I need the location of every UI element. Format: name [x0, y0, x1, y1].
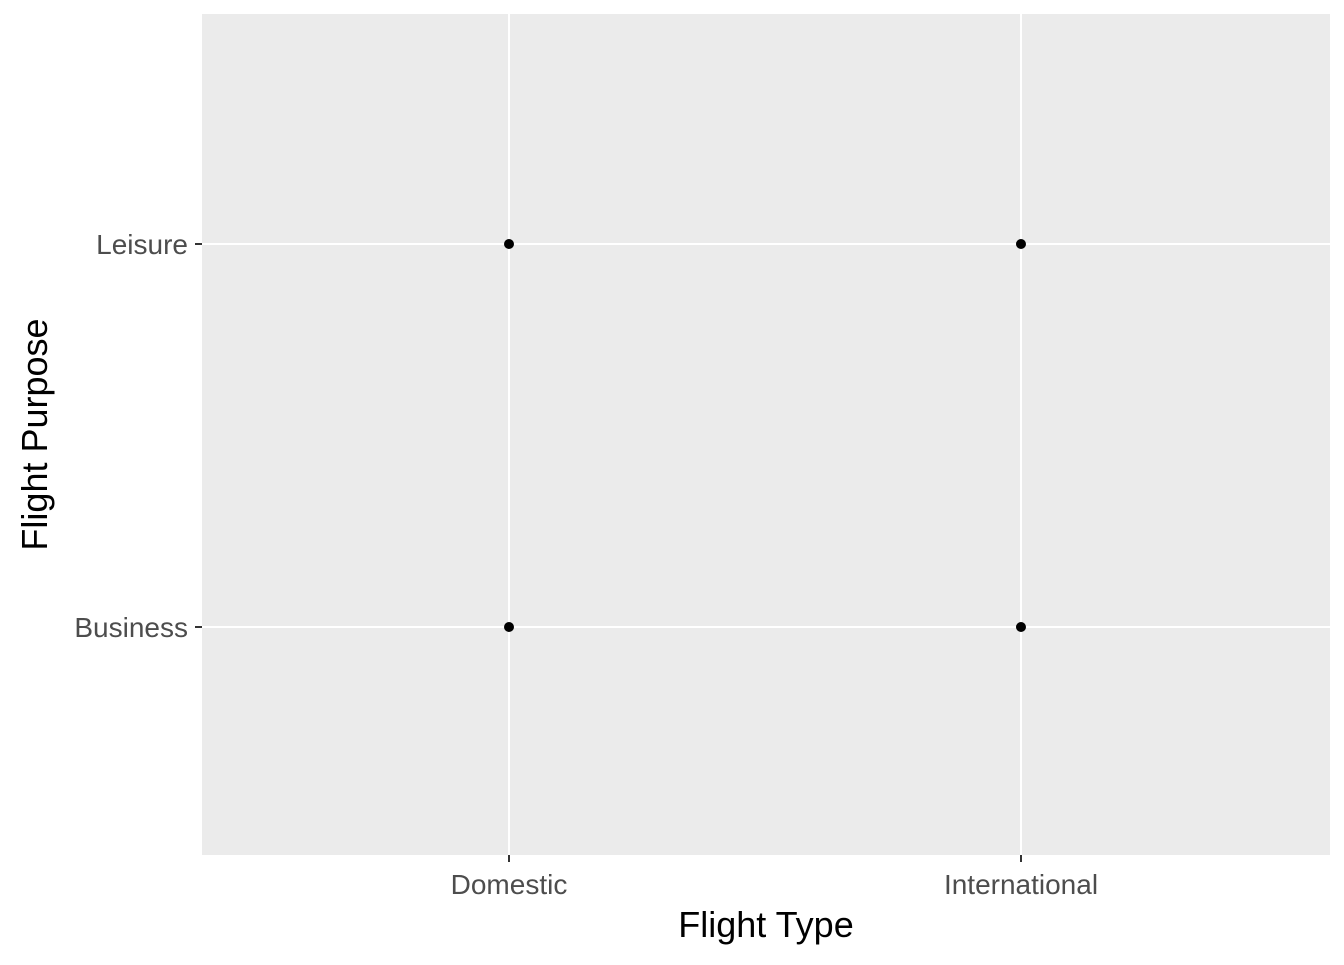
grid-lines [202, 14, 1330, 855]
data-point [504, 239, 514, 249]
x-tick-label: International [944, 869, 1098, 900]
data-point [1016, 239, 1026, 249]
data-points [504, 239, 1026, 632]
x-axis-title: Flight Type [678, 904, 853, 945]
y-axis-title: Flight Purpose [14, 318, 55, 550]
plot-panel [202, 14, 1330, 855]
x-tick-label: Domestic [451, 869, 568, 900]
tick-labels: Domestic International Business Leisure [74, 229, 1098, 900]
data-point [1016, 622, 1026, 632]
y-tick-label: Business [74, 612, 188, 643]
data-point [504, 622, 514, 632]
axis-ticks [195, 243, 1022, 862]
y-tick-label: Leisure [96, 229, 188, 260]
